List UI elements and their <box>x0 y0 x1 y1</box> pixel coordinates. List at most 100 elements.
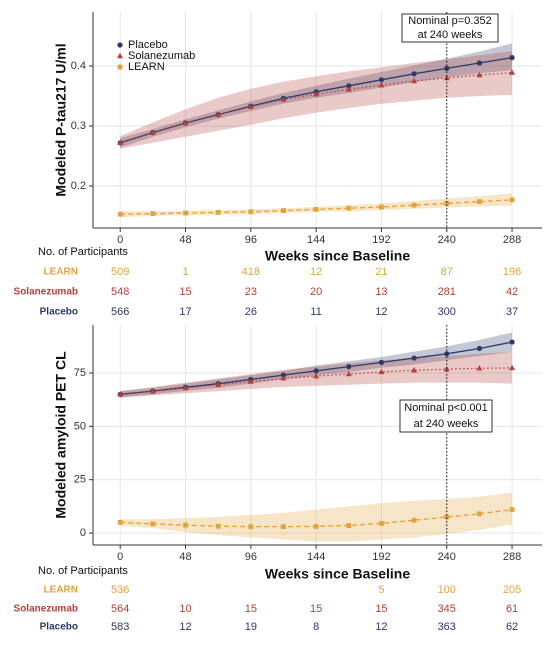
marker <box>379 521 384 526</box>
y-tick-label: 0.2 <box>71 180 86 192</box>
legend-marker <box>117 52 123 59</box>
participant-count: 12 <box>310 266 322 278</box>
annotation-box <box>399 399 493 433</box>
participant-count: 564 <box>111 603 129 615</box>
marker <box>509 339 515 345</box>
marker <box>313 524 319 529</box>
marker <box>182 384 189 391</box>
marker <box>313 91 320 97</box>
x-tick-label: 0 <box>117 234 123 246</box>
marker <box>149 129 156 135</box>
marker <box>444 514 450 520</box>
marker <box>183 210 188 216</box>
participant-count: 37 <box>506 306 518 318</box>
row-label: LEARN <box>44 267 78 278</box>
x-tick-label: 48 <box>179 551 191 563</box>
participant-count: 17 <box>179 306 191 318</box>
marker <box>313 207 319 212</box>
marker <box>345 86 352 92</box>
row-label: LEARN <box>44 585 78 596</box>
marker <box>117 139 124 145</box>
table-title: No. of Participants <box>38 246 128 258</box>
participant-count: 5 <box>378 584 384 596</box>
marker <box>509 507 515 512</box>
x-tick-label: 144 <box>307 234 325 246</box>
legend-marker <box>117 64 123 70</box>
marker <box>509 197 515 203</box>
marker <box>280 375 287 381</box>
annotation: Nominal p=0.352 <box>408 15 491 27</box>
marker <box>248 209 254 215</box>
participant-count: 62 <box>506 621 518 633</box>
annotation-box <box>401 13 499 43</box>
marker <box>150 211 156 216</box>
marker <box>346 83 352 89</box>
marker <box>215 381 222 387</box>
participant-count: 13 <box>375 286 387 298</box>
y-tick-label: 50 <box>74 420 86 432</box>
participant-count: 300 <box>438 306 456 318</box>
participant-count: 12 <box>375 621 387 633</box>
x-tick-label: 192 <box>372 551 390 563</box>
marker <box>476 60 483 66</box>
marker <box>280 96 287 102</box>
legend-marker <box>117 42 123 48</box>
participant-count: 1 <box>182 266 188 278</box>
marker <box>444 201 450 206</box>
marker <box>411 202 417 208</box>
participant-count: 363 <box>438 621 456 633</box>
participant-count: 100 <box>438 584 456 596</box>
marker <box>509 69 516 75</box>
marker <box>247 378 254 384</box>
marker <box>443 365 450 372</box>
annotation: at 240 weeks <box>414 418 479 430</box>
participant-count: 196 <box>503 266 521 278</box>
participant-count: 509 <box>111 266 129 278</box>
x-tick-label: 288 <box>503 551 521 563</box>
y-tick-label: 0.4 <box>71 60 86 72</box>
marker <box>477 199 482 204</box>
marker <box>345 370 352 377</box>
participant-count: 12 <box>375 306 387 318</box>
participant-count: 566 <box>111 306 129 318</box>
participant-count: 548 <box>111 286 129 298</box>
marker <box>280 372 287 378</box>
participant-count: 8 <box>313 621 319 633</box>
participant-count: 15 <box>179 286 191 298</box>
annotation: at 240 weeks <box>418 29 483 41</box>
marker <box>411 355 417 361</box>
x-tick-label: 240 <box>438 234 456 246</box>
participant-count: 536 <box>111 584 129 596</box>
marker <box>183 522 188 528</box>
marker <box>477 511 482 517</box>
participant-count: 26 <box>245 306 257 318</box>
marker <box>411 367 418 373</box>
participant-count: 10 <box>179 603 191 615</box>
x-tick-label: 0 <box>117 551 123 563</box>
marker <box>509 55 515 61</box>
marker <box>411 71 417 77</box>
marker <box>378 77 385 83</box>
row-label: Placebo <box>40 622 78 633</box>
participant-count: 23 <box>245 286 257 298</box>
marker <box>443 74 450 81</box>
y-axis-title: Modeled P-tau217 U/ml <box>53 43 69 196</box>
participant-count: 61 <box>506 603 518 615</box>
marker <box>281 524 286 530</box>
x-tick-label: 96 <box>245 234 257 246</box>
marker <box>117 519 123 525</box>
marker <box>379 204 384 210</box>
row-label: Solanezumab <box>14 287 78 298</box>
legend-label: LEARN <box>128 61 165 73</box>
participant-count: 12 <box>179 621 191 633</box>
marker <box>150 521 156 527</box>
marker <box>509 364 516 371</box>
marker <box>215 210 221 215</box>
marker <box>215 523 221 529</box>
participant-count: 345 <box>438 603 456 615</box>
legend-label: Placebo <box>128 39 168 51</box>
legend-label: Solanezumab <box>128 50 195 62</box>
annotation: Nominal p<0.001 <box>404 402 487 414</box>
marker <box>182 119 189 126</box>
